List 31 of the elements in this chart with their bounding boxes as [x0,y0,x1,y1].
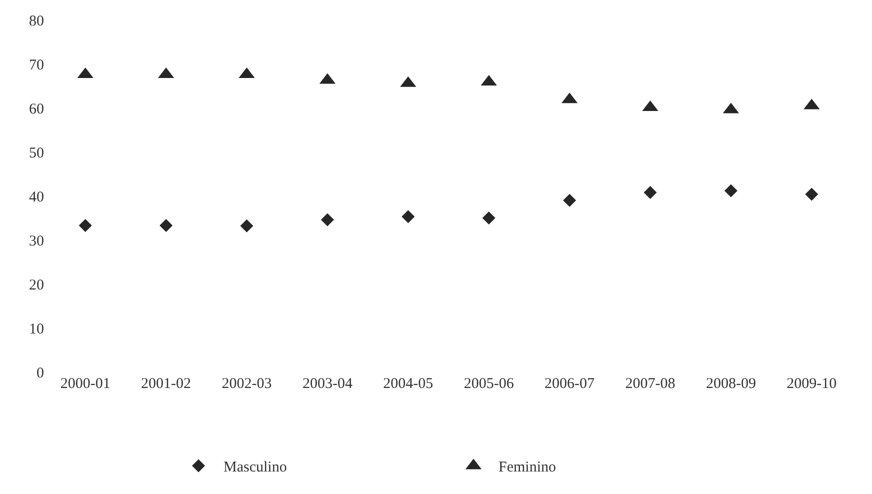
y-tick-label: 50 [29,145,44,162]
y-tick-label: 60 [29,101,44,118]
y-tick-label: 0 [36,365,44,382]
x-tick-label: 2002-03 [222,376,272,392]
x-tick-label: 2009-10 [786,376,837,392]
legend-label: Masculino [224,460,287,476]
x-tick-label: 2003-04 [302,376,353,392]
y-tick-label: 30 [29,233,44,250]
y-tick-label: 20 [29,277,44,294]
point [160,218,173,232]
point [724,184,738,198]
point [320,213,334,226]
y-tick-label: 70 [29,57,44,74]
x-tick-label: 2005-06 [464,376,514,392]
legend-label: Feminino [498,460,556,476]
x-tick-label: 2006-07 [544,376,596,392]
x-tick-label: 2001-02 [141,376,192,392]
x-tick-label: 2004-05 [383,376,434,392]
point [482,212,496,224]
x-tick-label: 2007-08 [625,376,676,392]
y-tick-label: 80 [29,13,44,30]
y-tick-label: 10 [29,321,44,338]
point [240,219,254,232]
y-tick-label: 40 [29,189,44,206]
point [78,218,92,232]
point [644,186,657,199]
point [563,194,576,207]
point [805,188,818,201]
x-tick-label: 2008-09 [706,376,756,392]
point [402,210,415,224]
x-tick-label: 2000-01 [60,376,110,392]
